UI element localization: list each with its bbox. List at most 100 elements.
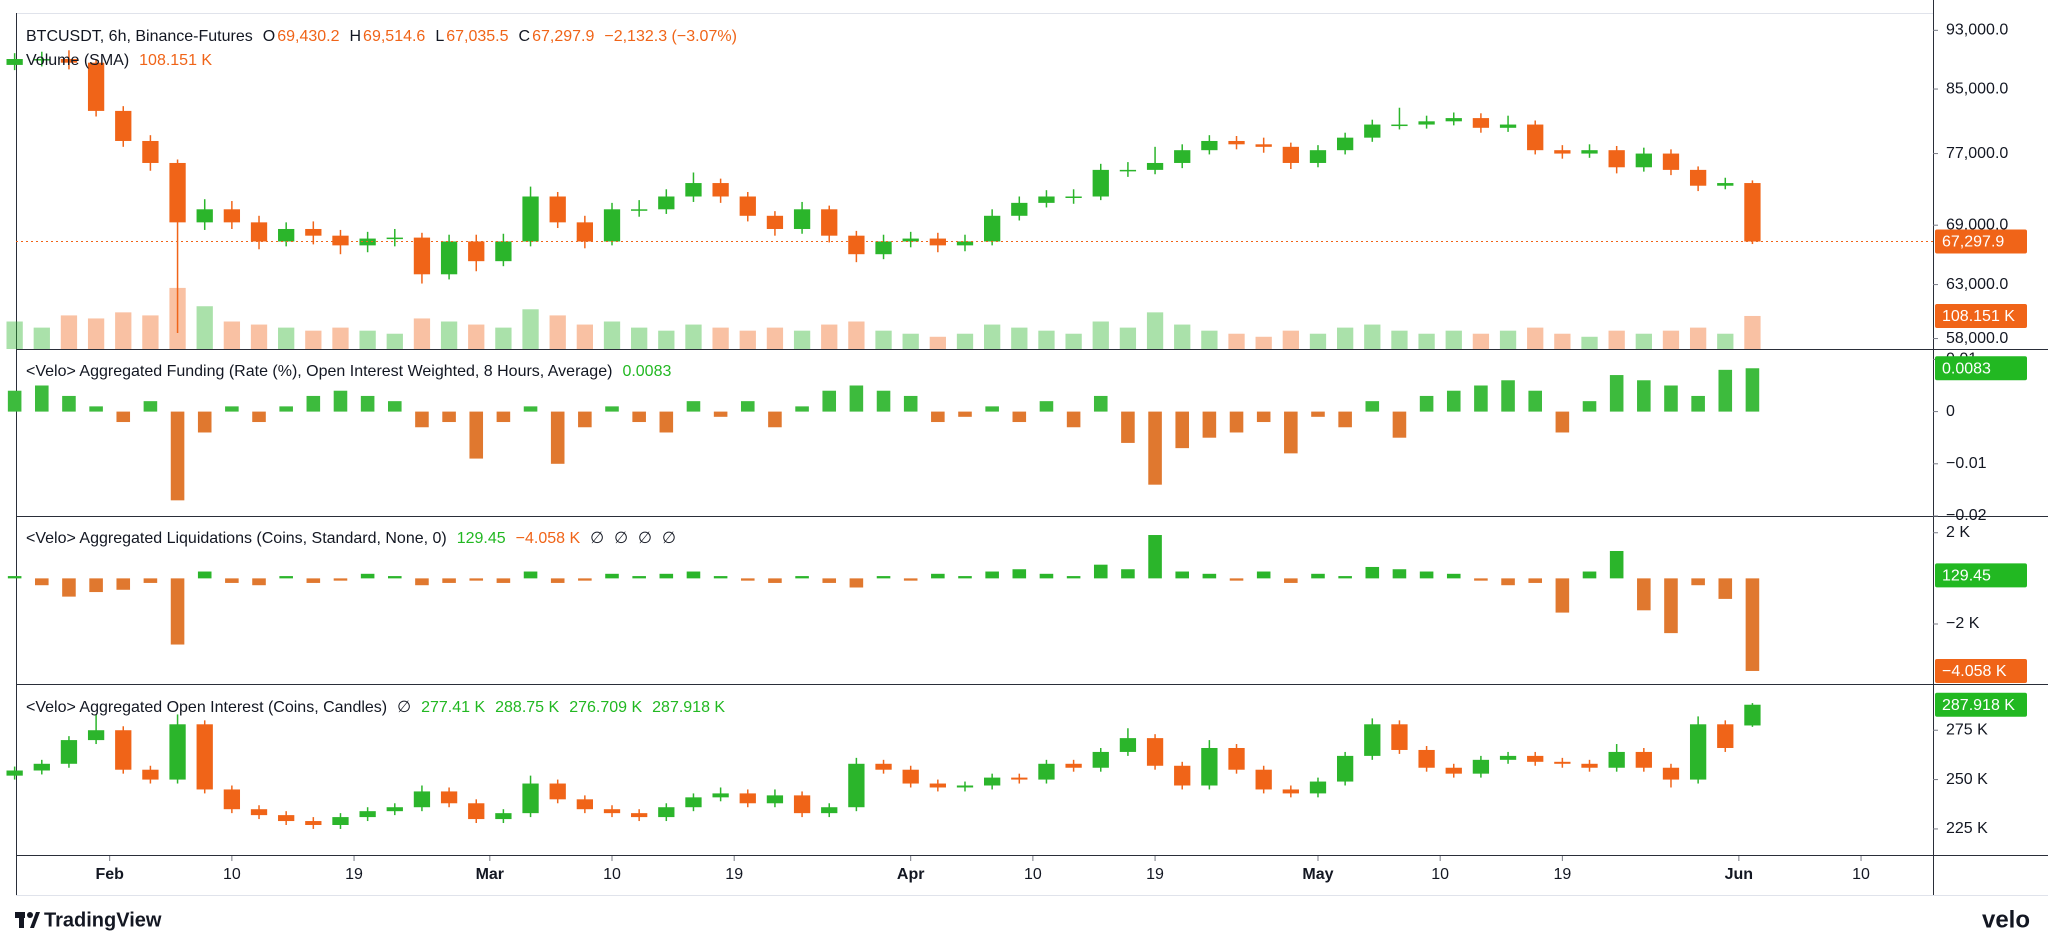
y-tick-label: 69,000.0: [1946, 216, 2008, 233]
bar: [35, 385, 49, 412]
candle-body: [142, 140, 159, 163]
candle-body: [1011, 777, 1028, 780]
candle-body: [1255, 769, 1272, 790]
candle-body: [522, 783, 539, 814]
bar: [89, 578, 103, 593]
x-tick-label: 19: [345, 866, 363, 883]
bar: [1745, 578, 1760, 671]
volume-bar: [332, 327, 349, 349]
legend-key: L: [435, 28, 444, 45]
bar: [1392, 569, 1407, 579]
bar: [1121, 569, 1135, 579]
volume-bar: [413, 318, 431, 349]
bar: [659, 411, 674, 433]
candle-body: [1689, 169, 1707, 186]
candle-body: [1635, 751, 1652, 768]
candle-body: [1499, 755, 1517, 760]
pane-legend: BTCUSDT, 6h, Binance-Futures O 69,430.2 H 69…: [26, 28, 737, 45]
bar: [415, 411, 429, 428]
volume-bar: [1255, 336, 1272, 349]
bar: [1582, 571, 1597, 579]
bar: [659, 573, 674, 579]
bar: [1066, 576, 1081, 579]
bar: [360, 573, 375, 579]
candle-body: [115, 110, 132, 141]
candle-body: [1038, 196, 1055, 203]
volume-bar: [1554, 333, 1571, 349]
legend-title: <Velo> Aggregated Funding (Rate (%), Ope…: [26, 363, 612, 380]
legend-value: 276.709 K: [569, 699, 642, 716]
candle-body: [413, 237, 431, 275]
candle-body: [33, 763, 50, 771]
bar: [1012, 411, 1027, 423]
tradingview-logo: TradingView: [15, 909, 162, 931]
candle-body: [1418, 749, 1435, 768]
x-tick-label: 10: [223, 866, 241, 883]
legend-value: ∅: [590, 530, 604, 547]
candle-body: [196, 209, 213, 223]
pane: 0.010−0.01−0.020.0083<Velo> Aggregated F…: [7, 351, 2027, 524]
candle-body: [712, 183, 729, 197]
candle-body: [440, 791, 458, 804]
candle-body: [1282, 146, 1299, 163]
bar: [197, 411, 212, 433]
candle-body: [821, 807, 838, 814]
bar: [1474, 385, 1488, 412]
volume-bar: [1011, 327, 1028, 349]
bar: [442, 411, 456, 423]
bar: [469, 411, 484, 459]
bar: [1664, 578, 1678, 634]
bar: [469, 578, 484, 581]
bar: [740, 401, 755, 412]
candle-body: [1092, 751, 1109, 768]
bar: [550, 578, 565, 583]
volume-bar: [1445, 330, 1462, 349]
value-badge: [1935, 303, 2027, 328]
bar: [1609, 550, 1624, 579]
bar: [1284, 411, 1298, 454]
x-tick-label: May: [1302, 866, 1333, 883]
value-badge: [1935, 229, 2027, 254]
bar: [333, 578, 348, 581]
candle-body: [821, 209, 838, 236]
volume-bar: [278, 327, 295, 349]
volume-bar: [929, 336, 946, 349]
bar: [903, 395, 918, 412]
bar: [170, 411, 185, 501]
y-tick-label: −2 K: [1946, 615, 1980, 632]
y-tick-label: 225 K: [1946, 820, 1988, 837]
bar: [713, 576, 728, 579]
bar: [1012, 569, 1027, 579]
legend-value: 108.151 K: [139, 52, 212, 69]
bar: [1284, 578, 1298, 583]
bar: [849, 578, 864, 588]
candle-body: [1662, 767, 1680, 780]
candle-body: [739, 196, 756, 216]
candle-body: [685, 797, 702, 808]
x-tick-label: Feb: [95, 866, 124, 883]
volume-bar: [1309, 333, 1327, 349]
x-tick-label: 10: [1852, 866, 1870, 883]
candle-body: [413, 791, 431, 808]
y-tick-label: 58,000.0: [1946, 330, 2008, 347]
y-tick-label: 85,000.0: [1946, 80, 2008, 97]
candle-body: [169, 162, 186, 223]
volume-bar: [250, 324, 268, 349]
volume-bar: [1065, 333, 1082, 349]
bar: [686, 571, 701, 579]
bar: [1718, 369, 1733, 412]
candle-body: [1282, 789, 1299, 794]
volume-bar: [142, 315, 159, 349]
candle-body: [902, 238, 919, 242]
bar: [1392, 411, 1407, 438]
candle-body: [1418, 121, 1435, 125]
candle-body: [1744, 183, 1761, 242]
volume-bar: [1689, 327, 1707, 349]
bar: [1256, 411, 1271, 423]
candle-body: [386, 807, 403, 812]
volume-bar: [386, 333, 403, 349]
candle-body: [305, 228, 322, 236]
bar: [1474, 578, 1488, 581]
value-badge-label: 67,297.9: [1942, 234, 2004, 251]
candle-body: [305, 821, 322, 825]
